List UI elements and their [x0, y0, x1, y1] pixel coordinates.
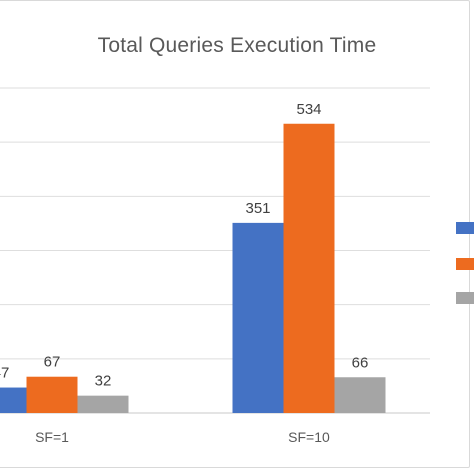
- legend-swatch-series-3: [456, 292, 474, 304]
- data-label: 32: [95, 373, 112, 390]
- bar-series-3-SF=10: [334, 377, 386, 413]
- data-label: 351: [245, 200, 270, 217]
- chart-title: Total Queries Execution Time: [97, 34, 377, 57]
- bars: [0, 123, 386, 413]
- data-label: 66: [352, 354, 369, 371]
- legend-swatch-series-2: [456, 258, 474, 270]
- bar-series-1-SF=10: [232, 222, 284, 413]
- x-tick-labels: SF=1 SF=10: [35, 429, 330, 445]
- bar-series-1-SF=1: [0, 387, 27, 413]
- data-labels: 47 67 32 351 534 66: [0, 101, 368, 390]
- x-tick-label: SF=10: [288, 429, 330, 445]
- bar-series-3-SF=1: [77, 395, 129, 413]
- bar-series-2-SF=10: [283, 123, 335, 413]
- data-label: 67: [44, 354, 61, 371]
- chart-border: [0, 0, 470, 468]
- data-label: 534: [296, 101, 321, 118]
- data-label: 47: [0, 365, 9, 382]
- bar-series-2-SF=1: [26, 376, 78, 413]
- legend-swatch-series-1: [456, 222, 474, 234]
- x-tick-label: SF=1: [35, 429, 69, 445]
- gridlines: [0, 87, 430, 414]
